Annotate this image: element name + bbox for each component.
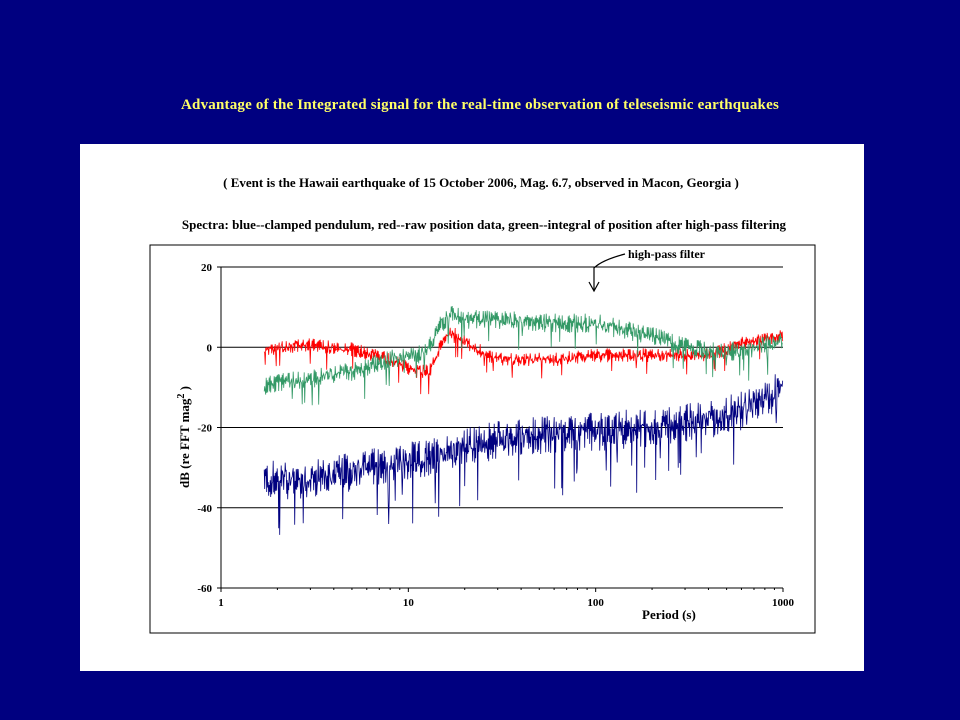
y-tick-label: 20 [201, 262, 213, 274]
y-tick-label: -20 [197, 423, 212, 435]
annotation-label: high-pass filter [628, 247, 706, 261]
series-line-0 [263, 374, 784, 535]
y-axis-label: dB (re FFT mag2 ) [176, 386, 193, 488]
axes: 20 0 -20 -40 -60 1 10 100 1000 [197, 262, 794, 609]
y-axis-label-main: dB (re FFT mag [177, 398, 192, 488]
slide-title: Advantage of the Integrated signal for t… [181, 97, 779, 113]
x-tick-label: 10 [403, 597, 415, 609]
y-axis-label-end: ) [177, 386, 192, 394]
plot-frame [149, 244, 816, 634]
series-layer [263, 305, 784, 535]
y-tick-label: -60 [197, 583, 212, 595]
x-tick-label: 1 [218, 597, 224, 609]
y-tick-label: -40 [197, 503, 212, 515]
chart-subtitle: ( Event is the Hawaii earthquake of 15 O… [223, 175, 739, 190]
chart-title: Spectra: blue--clamped pendulum, red--ra… [182, 217, 787, 232]
y-axis-label-sup: 2 [176, 394, 187, 399]
series-line-1 [263, 327, 784, 395]
x-tick-label: 1000 [772, 597, 795, 609]
chart-panel: ( Event is the Hawaii earthquake of 15 O… [80, 144, 864, 671]
x-axis-label: Period (s) [642, 607, 696, 622]
series-line-2 [263, 305, 783, 406]
annotation-arrow-head [588, 281, 600, 293]
annotation-arrow-line [593, 253, 626, 290]
chart: ( Event is the Hawaii earthquake of 15 O… [149, 175, 816, 634]
x-tick-label: 100 [587, 597, 604, 609]
high-pass-filter-annotation: high-pass filter [588, 247, 706, 293]
y-tick-label: 0 [207, 342, 213, 354]
